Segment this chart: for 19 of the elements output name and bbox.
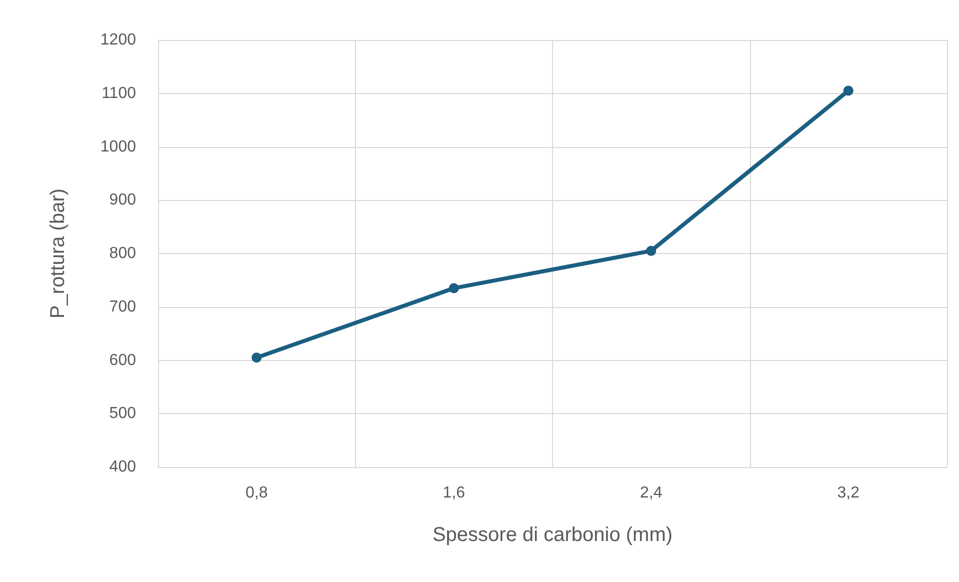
point	[448, 283, 459, 294]
y-tick-label: 1000	[100, 138, 136, 156]
y-tick-label: 500	[109, 405, 136, 422]
x-tick-label: 3,2	[837, 484, 860, 502]
x-tick-label: 2,4	[640, 484, 662, 502]
y-tick-label: 900	[109, 192, 136, 209]
y-tick-label: 1100	[102, 84, 136, 102]
point	[252, 352, 262, 363]
y-tick-label: 1200	[100, 32, 136, 48]
y-tick-label: 800	[109, 245, 136, 262]
x-tick-label: 1,6	[442, 484, 466, 502]
x-tick-label: 0,8	[246, 484, 268, 502]
x-axis-title: Spessore di carbonio (mm)	[432, 524, 673, 546]
point	[646, 246, 656, 256]
y-tick-label: 600	[109, 352, 136, 369]
point	[843, 86, 854, 96]
y-tick-label: 700	[109, 298, 136, 316]
y-axis-title: P_rottura (bar)	[47, 188, 69, 319]
y-tick-label: 400	[109, 458, 136, 476]
